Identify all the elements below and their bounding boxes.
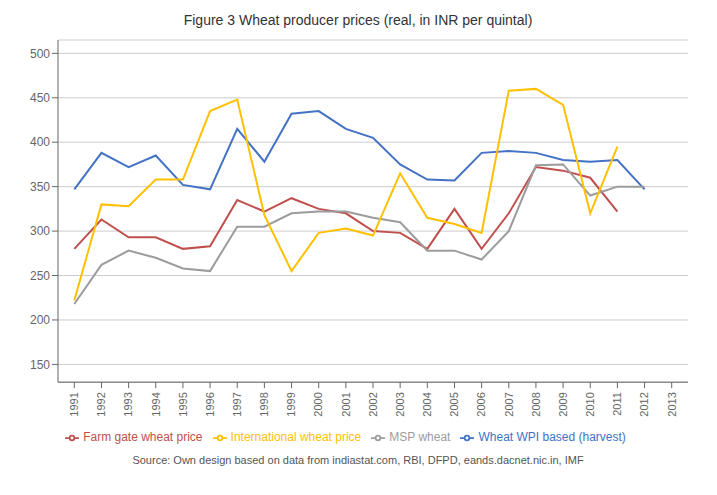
svg-text:1992: 1992 <box>95 392 107 416</box>
html-text:MSP wheat: MSP wheat <box>389 430 451 445</box>
svg-text:2007: 2007 <box>503 392 515 416</box>
svg-text:350: 350 <box>30 180 50 194</box>
svg-text:2005: 2005 <box>448 392 460 416</box>
svg-text:500: 500 <box>30 47 50 61</box>
html-text:Source: Own design based on da: Source: Own design based on data from in… <box>132 454 584 466</box>
svg-text:300: 300 <box>30 224 50 238</box>
svg-text:2009: 2009 <box>557 392 569 416</box>
svg-text:1993: 1993 <box>122 392 134 416</box>
svg-text:2001: 2001 <box>340 392 352 416</box>
svg-text:1998: 1998 <box>258 392 270 416</box>
svg-text:2003: 2003 <box>394 392 406 416</box>
svg-text:1997: 1997 <box>231 392 243 416</box>
svg-text:2006: 2006 <box>475 392 487 416</box>
svg-text:2000: 2000 <box>312 392 324 416</box>
svg-text:2002: 2002 <box>367 392 379 416</box>
svg-text:450: 450 <box>30 91 50 105</box>
svg-text:2004: 2004 <box>421 392 433 416</box>
html-text:Farm gate wheat price: Farm gate wheat price <box>83 430 203 445</box>
svg-text:2011: 2011 <box>611 392 623 416</box>
svg-text:200: 200 <box>30 313 50 327</box>
html-text:Figure 3 Wheat producer prices: Figure 3 Wheat producer prices (real, in… <box>183 12 533 28</box>
html-text:Wheat WPI based (harvest): Wheat WPI based (harvest) <box>478 430 626 445</box>
html-text:International wheat price: International wheat price <box>230 430 362 445</box>
svg-text:250: 250 <box>30 269 50 283</box>
svg-text:2008: 2008 <box>530 392 542 416</box>
svg-text:2013: 2013 <box>666 392 678 416</box>
svg-text:1999: 1999 <box>285 392 297 416</box>
svg-text:150: 150 <box>30 358 50 372</box>
svg-text:1991: 1991 <box>68 392 80 416</box>
svg-text:1996: 1996 <box>204 392 216 416</box>
svg-text:1995: 1995 <box>177 392 189 416</box>
svg-text:400: 400 <box>30 135 50 149</box>
svg-text:2010: 2010 <box>584 392 596 416</box>
svg-text:2012: 2012 <box>638 392 650 416</box>
svg-text:1994: 1994 <box>150 392 162 416</box>
